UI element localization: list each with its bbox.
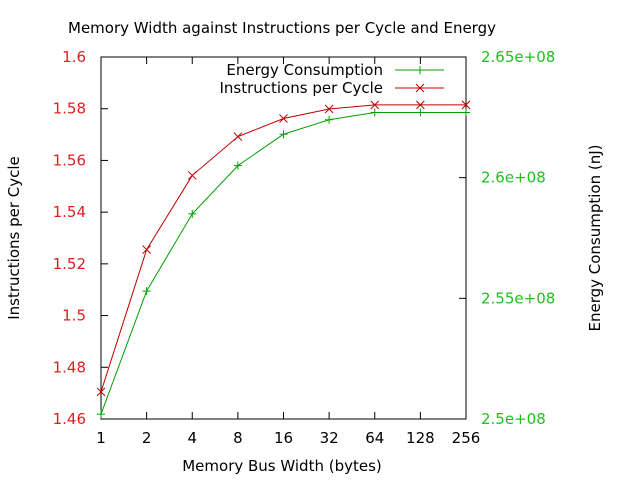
data-point-d2 — [370, 100, 380, 110]
x-axis-label: Memory Bus Width (bytes) — [182, 457, 382, 475]
data-point — [96, 387, 106, 397]
x-tick-label: 2 — [142, 429, 152, 447]
tick-labels: 1 2 4 8 16 32 64 128 256 1.46 1.48 1.5 1.52 1.54 1.56 1… — [53, 48, 556, 447]
data-point — [325, 115, 334, 124]
plot-frame — [100, 56, 467, 420]
y-tick-label: 1.58 — [53, 100, 86, 118]
x-tick-label: 16 — [274, 429, 293, 447]
data-point-d2 — [187, 171, 197, 180]
legend-marker — [416, 66, 424, 74]
y2-tick-label: 2.55e+08 — [481, 289, 555, 307]
series-line-1 — [100, 104, 466, 393]
legend-label: Instructions per Cycle — [219, 79, 383, 97]
data-point — [370, 100, 380, 110]
data-point — [187, 171, 197, 180]
legend-label: Energy Consumption — [226, 61, 383, 79]
data-point — [279, 130, 288, 139]
x-tick-label: 32 — [320, 429, 339, 447]
data-point — [233, 161, 242, 170]
y2-tick-label: 2.5e+08 — [481, 410, 546, 428]
data-point — [97, 410, 105, 419]
data-point — [416, 108, 425, 117]
legend-marker — [415, 83, 425, 93]
data-point-d2 — [416, 100, 425, 110]
x-tick-label: 1 — [96, 429, 106, 447]
data-point-d2 — [96, 387, 106, 397]
y2-tick-label: 2.65e+08 — [481, 48, 555, 66]
y-axis-label: Instructions per Cycle — [5, 156, 23, 320]
x-tick-label: 256 — [452, 429, 481, 447]
data-point-d2 — [461, 100, 471, 110]
series-line-0 — [100, 112, 466, 415]
y-tick-label: 1.54 — [53, 203, 86, 221]
data-point-d2 — [324, 104, 334, 114]
data-point-d2 — [233, 132, 243, 141]
y-tick-label: 1.48 — [53, 358, 86, 376]
y-tick-label: 1.52 — [53, 255, 86, 273]
y2-tick-label: 2.6e+08 — [481, 169, 546, 187]
x-tick-label: 64 — [365, 429, 384, 447]
x-tick-label: 4 — [187, 429, 197, 447]
y-tick-label: 1.6 — [62, 48, 86, 66]
data-point — [416, 100, 425, 110]
y-tick-label: 1.56 — [53, 151, 86, 169]
data-point — [142, 287, 151, 296]
data-point — [279, 114, 288, 123]
data-point — [233, 132, 243, 141]
y-tick-label: 1.46 — [53, 410, 86, 428]
series-group — [96, 100, 471, 419]
data-point-d2 — [279, 114, 288, 123]
data-point — [142, 245, 151, 254]
data-point-d2 — [142, 245, 151, 254]
legend-marker-d2 — [415, 83, 425, 93]
y2-axis-label: Energy Consumption (nJ) — [586, 144, 604, 331]
data-point — [188, 209, 197, 218]
x-tick-label: 8 — [233, 429, 243, 447]
data-point — [461, 100, 471, 110]
data-point — [324, 104, 334, 114]
axis-ticks — [100, 56, 467, 420]
chart-title: Memory Width against Instructions per Cy… — [68, 19, 496, 37]
x-tick-label: 128 — [406, 429, 435, 447]
data-point — [370, 108, 379, 117]
y-tick-label: 1.5 — [62, 307, 86, 325]
data-point — [462, 108, 470, 117]
